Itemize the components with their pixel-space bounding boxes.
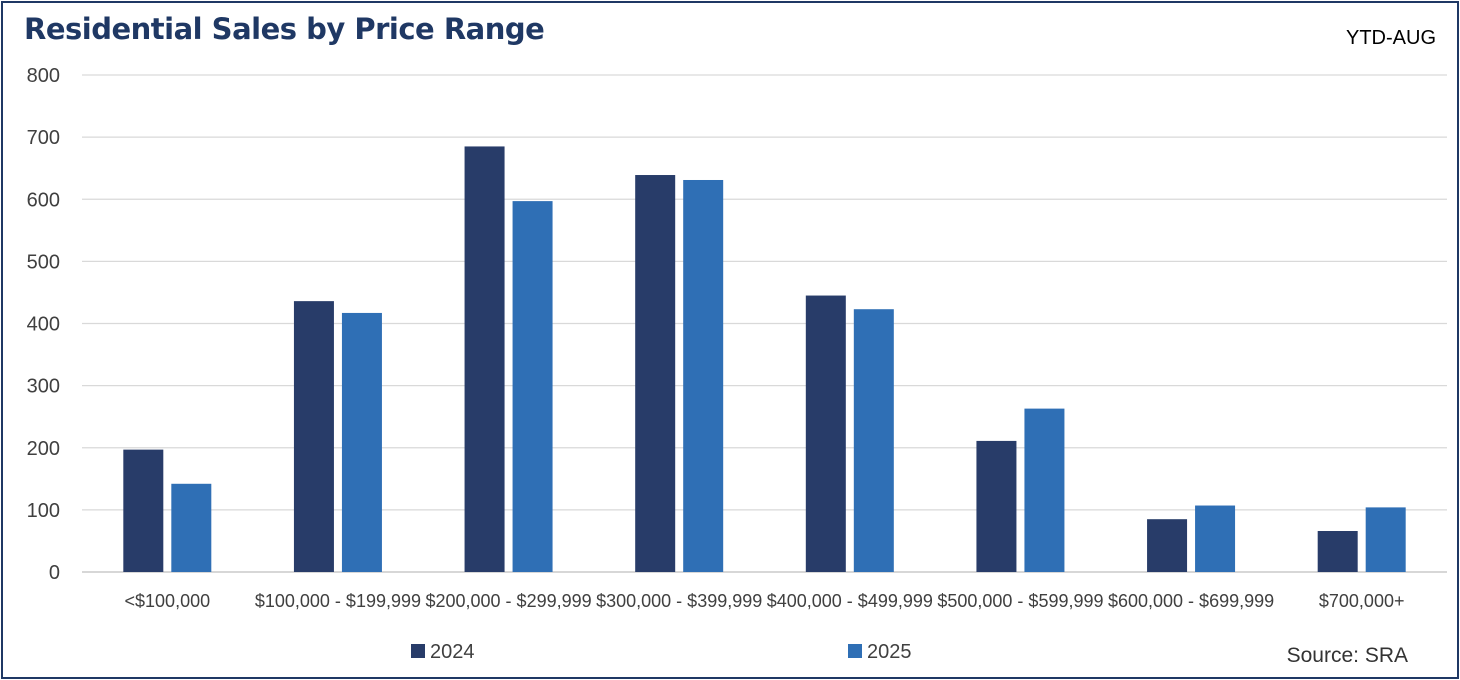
- gridlines: [82, 74, 1447, 573]
- bar-2024: [1147, 519, 1188, 572]
- bar-2025: [683, 179, 724, 572]
- y-tick-label: 400: [27, 314, 60, 336]
- x-category-label: $200,000 - $299,999: [425, 591, 591, 611]
- legend-label-2024: 2024: [430, 641, 475, 663]
- bar-2025: [171, 483, 212, 572]
- y-tick-label: 600: [27, 189, 60, 211]
- y-tick-label: 800: [27, 65, 60, 87]
- x-category-label: $500,000 - $599,999: [937, 591, 1103, 611]
- chart-title: Residential Sales by Price Range: [24, 12, 545, 46]
- legend: 2024 2025: [411, 641, 912, 663]
- y-tick-label: 700: [27, 127, 60, 149]
- bar-2024: [805, 295, 846, 572]
- bar-2024: [976, 440, 1017, 572]
- x-category-label: $300,000 - $399,999: [596, 591, 762, 611]
- bar-2025: [512, 201, 553, 572]
- bar-2025: [1024, 408, 1065, 572]
- bar-2024: [635, 175, 676, 573]
- x-category-label: $400,000 - $499,999: [767, 591, 933, 611]
- legend-swatch-2024: [411, 644, 425, 658]
- y-tick-label: 300: [27, 376, 60, 398]
- bar-2025: [1365, 507, 1406, 572]
- y-tick-label: 200: [27, 438, 60, 460]
- y-tick-label: 0: [49, 562, 60, 584]
- bar-2024: [293, 301, 334, 572]
- bar-2025: [1195, 505, 1236, 572]
- x-category-label: <$100,000: [125, 591, 211, 611]
- legend-swatch-2025: [848, 644, 862, 658]
- y-tick-label: 500: [27, 251, 60, 273]
- x-axis-categories: <$100,000 $100,000 - $199,999 $200,000 - $…: [125, 591, 1405, 611]
- source-note: Source: SRA: [1286, 644, 1408, 667]
- bar-2024: [123, 449, 164, 572]
- bar-2025: [341, 312, 382, 572]
- x-category-label: $600,000 - $699,999: [1108, 591, 1274, 611]
- x-category-label: $100,000 - $199,999: [255, 591, 421, 611]
- period-label: YTD-AUG: [1346, 27, 1436, 49]
- x-category-label: $700,000+: [1319, 591, 1405, 611]
- y-tick-label: 100: [27, 500, 60, 522]
- bar-2025: [853, 309, 894, 572]
- bars: [123, 146, 1406, 573]
- legend-label-2025: 2025: [867, 641, 912, 663]
- y-axis-ticks: 0 100 200 300 400 500 600 700 800: [27, 65, 60, 584]
- bar-2024: [464, 146, 505, 572]
- bar-2024: [1317, 530, 1358, 572]
